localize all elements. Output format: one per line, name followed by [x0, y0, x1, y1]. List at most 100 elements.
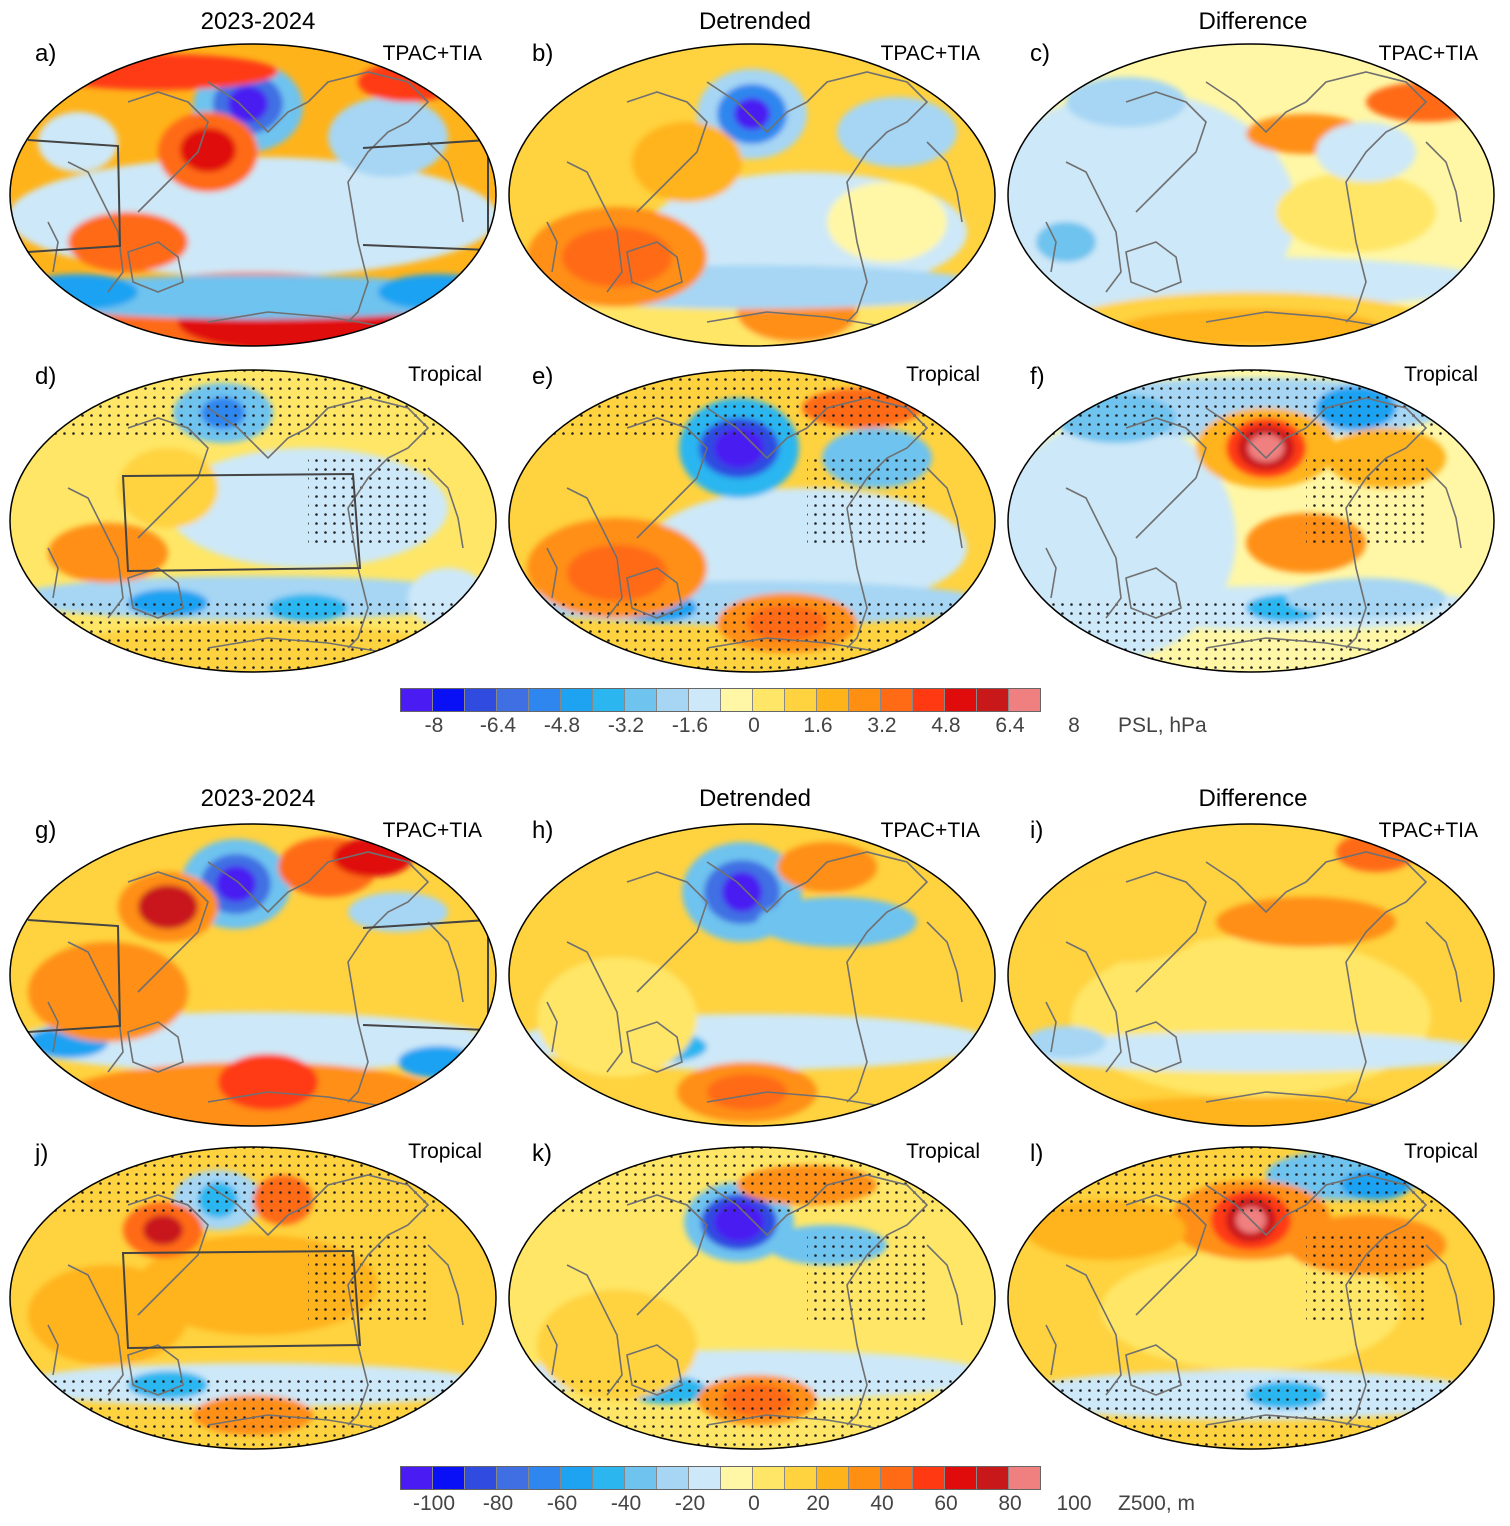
experiment-tag-i: TPAC+TIA	[1378, 819, 1478, 842]
colorbar-z500	[400, 1466, 1041, 1490]
significance-stippling	[1008, 1375, 1494, 1449]
coastline	[67, 487, 124, 619]
colorbar-z500-units: Z500, m	[1118, 1492, 1196, 1515]
colorbar-swatch	[465, 689, 497, 711]
map-outline	[508, 823, 996, 1127]
colorbar-swatch	[881, 1467, 913, 1489]
anomaly-contour	[216, 866, 256, 902]
colorbar-tick-label: 20	[806, 1492, 830, 1515]
coastline	[127, 871, 209, 993]
coastline	[47, 221, 59, 273]
colorbar-swatch	[785, 689, 817, 711]
colorbar-z500-ticks: -100 -80 -60 -40 -20 0 20 40 60 80 100	[400, 1492, 1110, 1518]
significance-stippling	[10, 1147, 496, 1215]
forcing-box-atlantic	[362, 918, 489, 1032]
map-field	[10, 44, 496, 346]
colorbar-psl	[400, 688, 1041, 712]
anomaly-contour	[48, 523, 168, 583]
map-outline	[9, 369, 497, 673]
coastline	[1045, 221, 1057, 273]
colorbar-tick-label: 3.2	[867, 714, 897, 737]
anomaly-contour	[537, 1290, 697, 1400]
significance-stippling	[807, 458, 927, 548]
coastline	[1425, 921, 1462, 1003]
colorbar-tick-label: -100	[412, 1492, 456, 1515]
experiment-tag-f: Tropical	[1404, 363, 1478, 386]
coastline	[566, 487, 623, 619]
panel-label-g: g)	[35, 817, 57, 844]
anomaly-contour	[138, 885, 198, 929]
colorbar-swatch	[401, 689, 433, 711]
colorbar-swatch	[1009, 689, 1040, 711]
anomaly-contour	[777, 842, 877, 892]
colorbar-swatch	[785, 1467, 817, 1489]
significance-stippling	[10, 598, 496, 672]
significance-stippling	[10, 1375, 496, 1449]
colorbar-swatch	[753, 1467, 785, 1489]
coastline	[127, 241, 184, 293]
significance-stippling	[509, 370, 995, 438]
significance-stippling	[1306, 1235, 1426, 1325]
colorbar-swatch	[689, 1467, 721, 1489]
colorbar-tick-label: 100	[1056, 1492, 1092, 1515]
colorbar-tick-label: 8	[1068, 714, 1080, 737]
anomaly-contour	[38, 112, 118, 172]
colorbar-tick-label: -80	[482, 1492, 514, 1515]
anomaly-contour	[143, 1215, 183, 1245]
coastline	[1205, 81, 1307, 134]
coastline	[47, 547, 59, 599]
colorbar-swatch	[977, 689, 1009, 711]
colorbar-swatch	[529, 689, 561, 711]
coastline	[1065, 1264, 1122, 1396]
colorbar-swatch	[657, 1467, 689, 1489]
column-header-2023-2024-lower: 2023-2024	[200, 785, 316, 812]
coastline	[207, 81, 309, 134]
coastline	[926, 467, 963, 549]
significance-stippling	[807, 1235, 927, 1325]
coastline	[926, 1244, 963, 1326]
colorbar-tick-label: -6.4	[479, 714, 517, 737]
panel-label-c: c)	[1030, 40, 1050, 67]
colorbar-swatch	[849, 1467, 881, 1489]
coastline	[1425, 467, 1462, 549]
coastline	[307, 1174, 430, 1426]
coastline	[307, 397, 430, 649]
coastline	[706, 1184, 808, 1237]
column-header-difference-lower: Difference	[1198, 785, 1308, 812]
coastline	[307, 71, 430, 323]
map-panel-h	[508, 823, 996, 1127]
colorbar-swatch	[753, 689, 785, 711]
coastline	[47, 1324, 59, 1376]
colorbar-swatch	[561, 689, 593, 711]
panel-label-e: e)	[532, 363, 554, 390]
anomaly-contour	[757, 897, 917, 947]
map-panel-a	[9, 43, 497, 347]
anomaly-contour	[567, 545, 667, 601]
coastline	[546, 221, 558, 273]
coastline	[1045, 1324, 1057, 1376]
panel-label-h: h)	[532, 817, 554, 844]
map-panel-c	[1007, 43, 1495, 347]
colorbar-tick-label: 60	[934, 1492, 958, 1515]
significance-stippling	[1008, 1147, 1494, 1215]
map-outline	[508, 1146, 996, 1450]
colorbar-swatch	[497, 1467, 529, 1489]
experiment-tag-d: Tropical	[408, 363, 482, 386]
coastline	[806, 397, 929, 649]
colorbar-swatch	[593, 1467, 625, 1489]
coastline	[67, 941, 124, 1073]
coastline	[1205, 861, 1307, 914]
coastline	[127, 1194, 209, 1316]
coastline	[127, 417, 209, 539]
forcing-box-tropical	[121, 1249, 362, 1350]
colorbar-swatch	[1009, 1467, 1040, 1489]
significance-stippling	[1008, 370, 1494, 438]
coastline	[626, 567, 683, 619]
colorbar-tick-label: 4.8	[931, 714, 961, 737]
anomaly-contour	[562, 227, 672, 287]
map-outline	[508, 43, 996, 347]
experiment-tag-a: TPAC+TIA	[382, 42, 482, 65]
coastline	[67, 1264, 124, 1396]
panel-label-i: i)	[1030, 817, 1044, 844]
anomaly-contour	[228, 86, 268, 122]
